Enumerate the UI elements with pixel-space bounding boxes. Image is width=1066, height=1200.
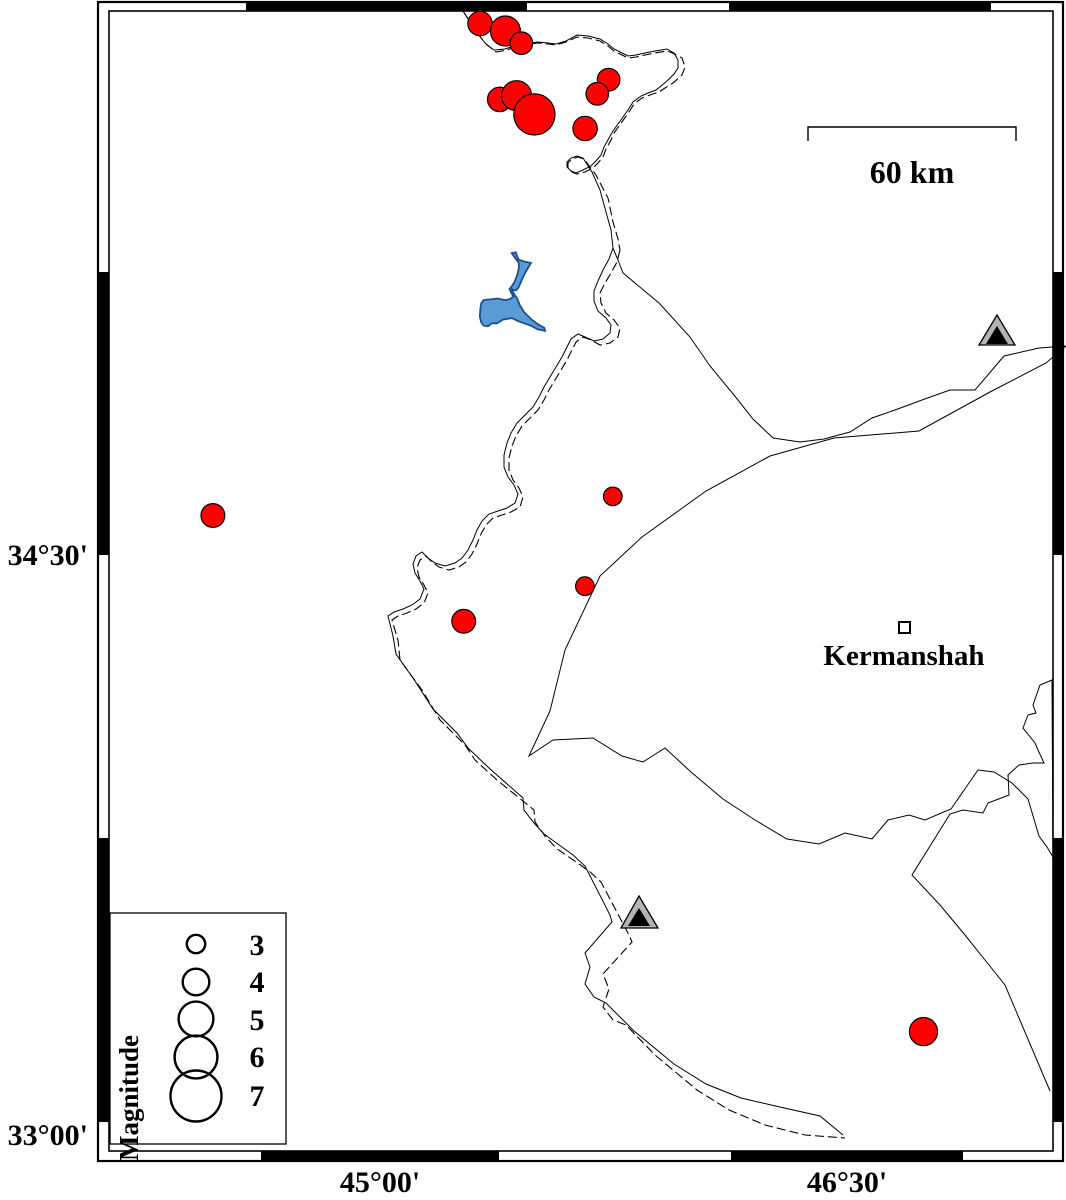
svg-text:Kermanshah: Kermanshah [823, 640, 984, 672]
svg-text:60 km: 60 km [870, 154, 955, 190]
svg-text:6: 6 [250, 1041, 265, 1074]
svg-text:5: 5 [250, 1004, 265, 1037]
svg-text:33°00': 33°00' [8, 1119, 88, 1152]
svg-text:3: 3 [250, 929, 265, 962]
svg-text:34°30': 34°30' [8, 539, 88, 572]
svg-text:46°30': 46°30' [807, 1166, 887, 1199]
svg-text:Magnitude: Magnitude [114, 1035, 144, 1161]
svg-text:7: 7 [250, 1080, 265, 1113]
svg-text:45°00': 45°00' [340, 1166, 420, 1199]
svg-text:4: 4 [250, 966, 265, 999]
